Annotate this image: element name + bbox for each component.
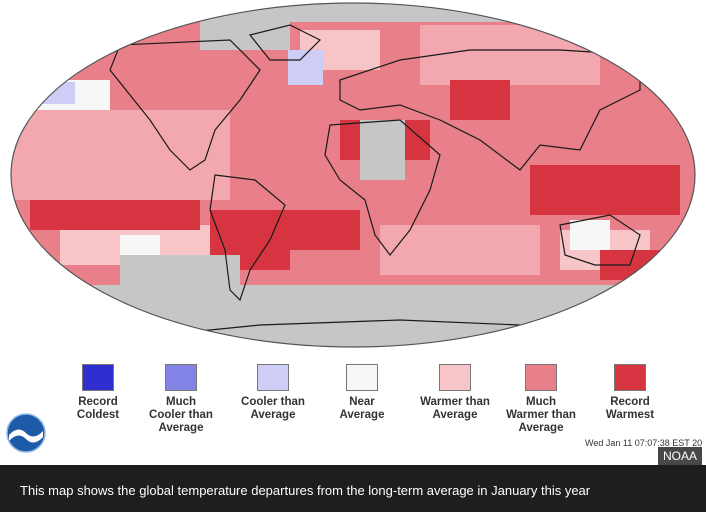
caption-bar bbox=[0, 465, 706, 512]
timestamp: Wed Jan 11 07:07:38 EST 20 bbox=[585, 438, 703, 448]
legend-item-warmer: Warmer than Average bbox=[400, 364, 510, 422]
legend: Record Coldest Much Cooler than Average … bbox=[0, 364, 706, 444]
globe-outline bbox=[10, 2, 696, 348]
legend-label: Record Warmest bbox=[605, 396, 655, 421]
noaa-logo-icon bbox=[6, 413, 46, 453]
legend-item-record-warmest: Record Warmest bbox=[575, 364, 685, 422]
image-caption: This map shows the global temperature de… bbox=[20, 483, 591, 498]
legend-swatch bbox=[346, 364, 378, 391]
legend-label: Cooler than Average bbox=[241, 396, 305, 421]
legend-swatch bbox=[525, 364, 557, 391]
temperature-anomaly-map bbox=[10, 2, 696, 348]
legend-label: Near Average bbox=[339, 396, 385, 421]
legend-swatch bbox=[82, 364, 114, 391]
legend-swatch bbox=[165, 364, 197, 391]
legend-label: Much Cooler than Average bbox=[149, 396, 213, 434]
legend-item-record-coldest: Record Coldest bbox=[43, 364, 153, 422]
legend-label: Warmer than Average bbox=[420, 396, 490, 421]
legend-label: Much Warmer than Average bbox=[506, 396, 576, 434]
image-credit: NOAA bbox=[657, 447, 702, 465]
legend-item-near-average: Near Average bbox=[307, 364, 417, 422]
legend-item-cooler: Cooler than Average bbox=[218, 364, 328, 422]
world-map bbox=[10, 2, 696, 348]
legend-item-much-warmer: Much Warmer than Average bbox=[486, 364, 596, 435]
legend-swatch bbox=[439, 364, 471, 391]
legend-swatch bbox=[614, 364, 646, 391]
legend-swatch bbox=[257, 364, 289, 391]
legend-label: Record Coldest bbox=[76, 396, 120, 421]
legend-item-much-cooler: Much Cooler than Average bbox=[126, 364, 236, 435]
